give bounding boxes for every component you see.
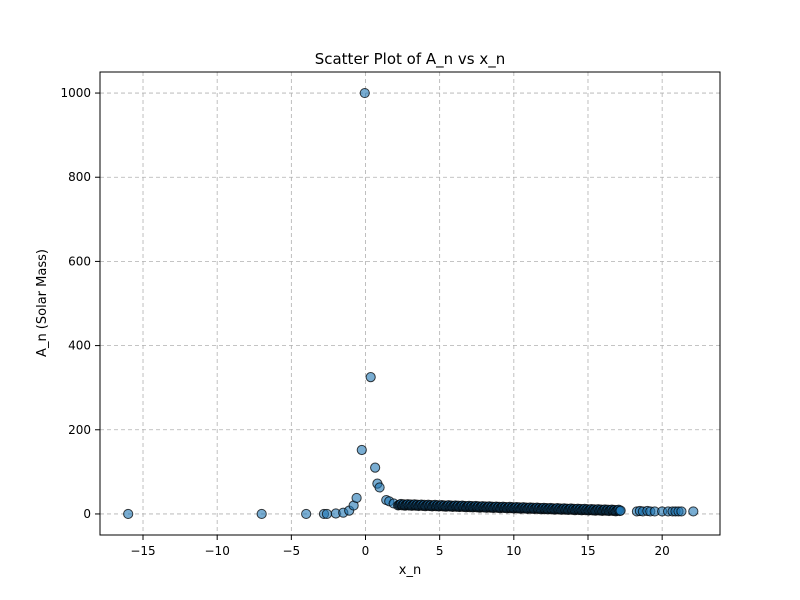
x-tick-label: 20 — [655, 544, 670, 558]
data-point — [123, 508, 134, 520]
y-tick-label: 200 — [68, 423, 91, 437]
x-tick-label: 5 — [436, 544, 444, 558]
data-points — [123, 87, 699, 520]
y-axis-label: A_n (Solar Mass) — [35, 249, 50, 357]
data-point — [301, 508, 312, 520]
data-point — [365, 372, 376, 383]
data-point — [370, 462, 381, 473]
x-tick-label: 0 — [362, 544, 370, 558]
data-point — [615, 505, 626, 516]
x-tick-label: 10 — [506, 544, 521, 558]
x-axis-label: x_n — [399, 563, 421, 578]
data-point — [321, 508, 333, 520]
data-point — [359, 87, 370, 99]
x-tick-label: −15 — [130, 544, 155, 558]
data-point — [351, 492, 362, 504]
y-tick-label: 0 — [83, 507, 91, 521]
x-tick-label: 15 — [580, 544, 595, 558]
x-tick-label: −5 — [282, 544, 300, 558]
plot-frame — [99, 71, 721, 536]
data-point — [356, 444, 367, 456]
x-tick-label: −10 — [205, 544, 230, 558]
data-point — [256, 508, 267, 520]
data-point — [676, 506, 687, 517]
chart-title: Scatter Plot of A_n vs x_n — [315, 50, 506, 69]
y-tick-label: 800 — [68, 170, 91, 184]
grid — [100, 72, 720, 535]
data-point — [688, 506, 699, 517]
y-tick-label: 1000 — [60, 86, 91, 100]
data-point — [374, 482, 385, 493]
y-tick-label: 600 — [68, 254, 91, 268]
y-tick-label: 400 — [68, 339, 91, 353]
